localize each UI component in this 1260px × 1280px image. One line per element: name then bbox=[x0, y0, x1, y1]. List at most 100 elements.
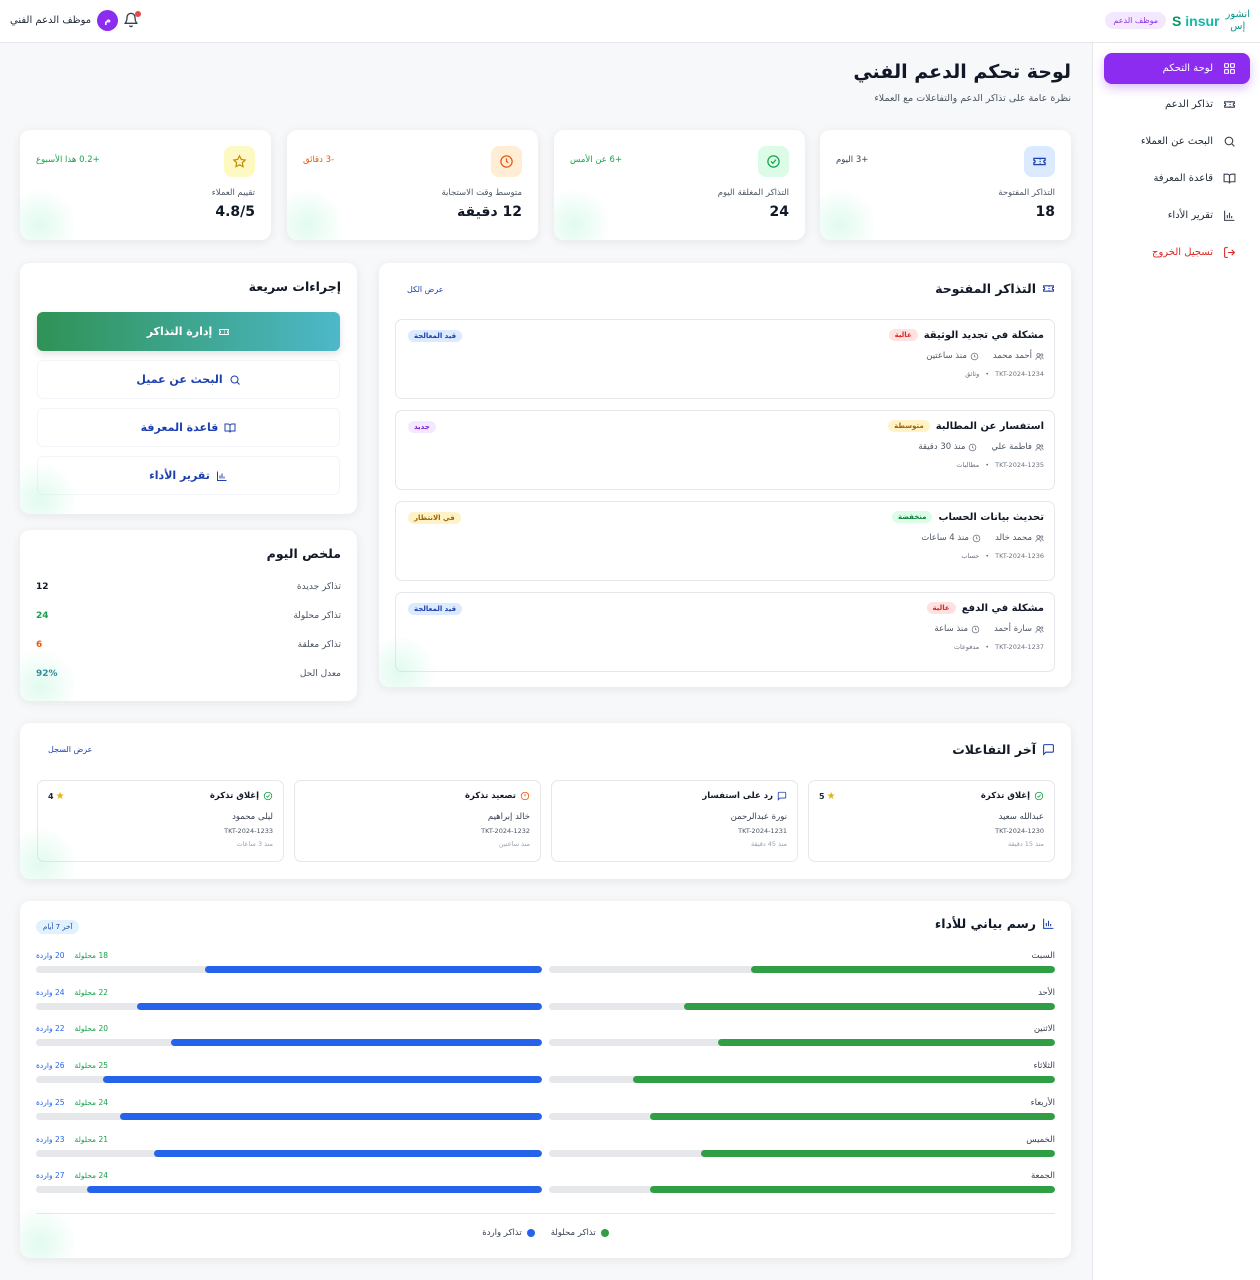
check-circle-icon bbox=[263, 791, 273, 801]
separator: • bbox=[985, 370, 990, 378]
sidebar-item-knowledge-base[interactable]: قاعدة المعرفة bbox=[1104, 163, 1250, 194]
summary-row: تذاكر محلولة 24 bbox=[36, 611, 341, 625]
sidebar-item-dashboard[interactable]: لوحة التحكم bbox=[1104, 53, 1250, 84]
incoming-track bbox=[36, 1002, 542, 1010]
interaction-card[interactable]: تصعيد تذكرة خالد إبراهيم TKT-2024-1232 منذ … bbox=[294, 780, 541, 862]
rating: ★ 5 bbox=[819, 791, 836, 802]
sidebar-item-tickets[interactable]: تذاكر الدعم bbox=[1104, 89, 1250, 120]
period-badge[interactable]: آخر 7 أيام bbox=[36, 920, 80, 934]
brand-english: S insur bbox=[1172, 13, 1220, 29]
legend-dot bbox=[600, 1229, 609, 1237]
book-icon bbox=[224, 423, 236, 433]
separator: • bbox=[985, 461, 990, 469]
user-icon bbox=[1035, 352, 1044, 361]
interaction-card[interactable]: إغلاق تذكرة ★ 5 عبدالله سعيد TKT-2024-1230 من… bbox=[808, 780, 1055, 862]
day-label: السبت bbox=[1031, 951, 1055, 961]
user-icon bbox=[1035, 443, 1044, 452]
ticket-customer: محمد خالد bbox=[995, 533, 1044, 543]
interaction-card[interactable]: رد على استفسار نورة عبدالرحمن TKT-2024-123… bbox=[551, 780, 798, 862]
priority-badge: متوسطة bbox=[888, 420, 930, 432]
bell-icon[interactable] bbox=[123, 12, 139, 28]
resolved-count: 25 محلولة bbox=[74, 1061, 109, 1071]
user-icon bbox=[1035, 625, 1044, 634]
status-badge: قيد المعالجة bbox=[408, 603, 463, 615]
sidebar-item-logout[interactable]: تسجيل الخروج bbox=[1104, 237, 1250, 268]
resolved-bar bbox=[717, 1039, 1055, 1047]
quick-actions-panel: إجراءات سريعة إدارة التذاكر البحث عن عمي… bbox=[20, 263, 357, 514]
interaction-customer: عبدالله سعيد bbox=[998, 812, 1044, 822]
clock-icon bbox=[968, 443, 977, 452]
legend-dot bbox=[526, 1229, 535, 1237]
summary-row: تذاكر معلقة 6 bbox=[36, 640, 341, 654]
ticket-card[interactable]: مشكلة في تجديد الوثيقة عالية أحمد محمد منذ … bbox=[395, 319, 1055, 399]
view-all-link[interactable]: عرض الكل bbox=[407, 285, 444, 294]
performance-chart-panel: رسم بياني للأداء آخر 7 أيام السبت 18 محلو… bbox=[20, 901, 1071, 1258]
ticket-card[interactable]: تحديث بيانات الحساب منخفضة محمد خالد منذ 4 … bbox=[395, 501, 1055, 581]
stat-label: التذاكر المغلقة اليوم bbox=[717, 188, 789, 198]
summary-row: تذاكر جديدة 12 bbox=[36, 582, 341, 596]
stat-label: متوسط وقت الاستجابة bbox=[441, 188, 522, 198]
interaction-time: منذ ساعتين bbox=[498, 840, 530, 848]
resolved-bar bbox=[700, 1149, 1055, 1157]
user-menu[interactable]: م موظف الدعم الفني bbox=[10, 10, 119, 31]
knowledge-base-button[interactable]: قاعدة المعرفة bbox=[37, 408, 340, 447]
resolved-bar bbox=[650, 1186, 1055, 1194]
message-icon bbox=[777, 791, 787, 801]
brand-logo[interactable]: انشور إس S insur bbox=[1172, 6, 1250, 36]
stat-delta: +3 اليوم bbox=[836, 155, 869, 165]
sidebar-item-performance-report[interactable]: تقرير الأداء bbox=[1104, 200, 1250, 231]
sidebar-item-customer-search[interactable]: البحث عن العملاء bbox=[1104, 126, 1250, 157]
ticket-card[interactable]: استفسار عن المطالبة متوسطة فاطمة علي منذ 30… bbox=[395, 410, 1055, 490]
message-icon bbox=[1043, 744, 1054, 756]
star-icon bbox=[224, 146, 255, 177]
resolved-track bbox=[549, 1186, 1055, 1194]
interaction-customer: نورة عبدالرحمن bbox=[730, 812, 787, 822]
section-title: آخر التفاعلات bbox=[952, 742, 1055, 757]
resolved-track bbox=[549, 1076, 1055, 1084]
ticket-category: حساب bbox=[961, 552, 980, 560]
section-title: ملخص اليوم bbox=[266, 546, 341, 561]
ticket-id: TKT-2024-1235 bbox=[995, 461, 1044, 469]
ticket-card[interactable]: مشكلة في الدفع عالية سارة أحمد منذ ساعة TKT-… bbox=[395, 592, 1055, 672]
incoming-count: 25 واردة bbox=[36, 1097, 65, 1107]
summary-value: 92% bbox=[36, 669, 58, 679]
resolved-count: 18 محلولة bbox=[74, 951, 109, 960]
search-customer-button[interactable]: البحث عن عميل bbox=[37, 360, 340, 399]
separator: • bbox=[985, 552, 990, 560]
ticket-sub: TKT-2024-1234 • وثائق bbox=[965, 370, 1044, 378]
ticket-time: منذ 30 دقيقة bbox=[918, 442, 977, 452]
day-label: الخميس bbox=[1026, 1134, 1055, 1145]
incoming-count: 24 واردة bbox=[36, 987, 65, 997]
user-name: موظف الدعم الفني bbox=[10, 15, 92, 26]
interaction-time: منذ 45 دقيقة bbox=[750, 840, 787, 848]
manage-tickets-button[interactable]: إدارة التذاكر bbox=[37, 312, 340, 351]
ticket-icon bbox=[219, 328, 230, 335]
day-counts: 24 محلولة 25 واردة bbox=[36, 1098, 108, 1107]
user-icon bbox=[1035, 534, 1044, 543]
incoming-count: 26 واردة bbox=[36, 1061, 65, 1071]
ticket-sub: TKT-2024-1237 • مدفوعات bbox=[954, 643, 1044, 651]
resolved-track bbox=[549, 1002, 1055, 1010]
ticket-title-row: مشكلة في الدفع عالية bbox=[926, 602, 1044, 614]
chart-icon bbox=[216, 471, 227, 481]
resolved-count: 24 محلولة bbox=[74, 1097, 109, 1107]
ticket-customer: سارة أحمد bbox=[994, 624, 1044, 634]
stat-delta: +6 عن الأمس bbox=[570, 155, 623, 165]
priority-badge: عالية bbox=[926, 602, 956, 614]
interaction-ticket: TKT-2024-1231 bbox=[738, 827, 787, 835]
avatar: م bbox=[97, 10, 119, 31]
ticket-id: TKT-2024-1237 bbox=[995, 643, 1044, 651]
incoming-track bbox=[36, 1039, 542, 1047]
sidebar-item-label: تسجيل الخروج bbox=[1151, 247, 1213, 258]
performance-report-button[interactable]: تقرير الأداء bbox=[37, 456, 340, 495]
ticket-icon bbox=[1043, 285, 1054, 292]
book-icon bbox=[1223, 173, 1236, 184]
interaction-card[interactable]: إغلاق تذكرة ★ 4 ليلى محمود TKT-2024-1233 منذ … bbox=[37, 780, 284, 862]
sidebar-item-label: قاعدة المعرفة bbox=[1153, 173, 1213, 184]
alert-circle-icon bbox=[520, 791, 530, 801]
view-log-link[interactable]: عرض السجل bbox=[48, 745, 93, 754]
day-counts: 24 محلولة 27 واردة bbox=[36, 1171, 108, 1180]
incoming-count: 22 واردة bbox=[36, 1024, 65, 1034]
sidebar-item-label: البحث عن العملاء bbox=[1140, 136, 1213, 147]
ticket-icon bbox=[1224, 101, 1235, 108]
